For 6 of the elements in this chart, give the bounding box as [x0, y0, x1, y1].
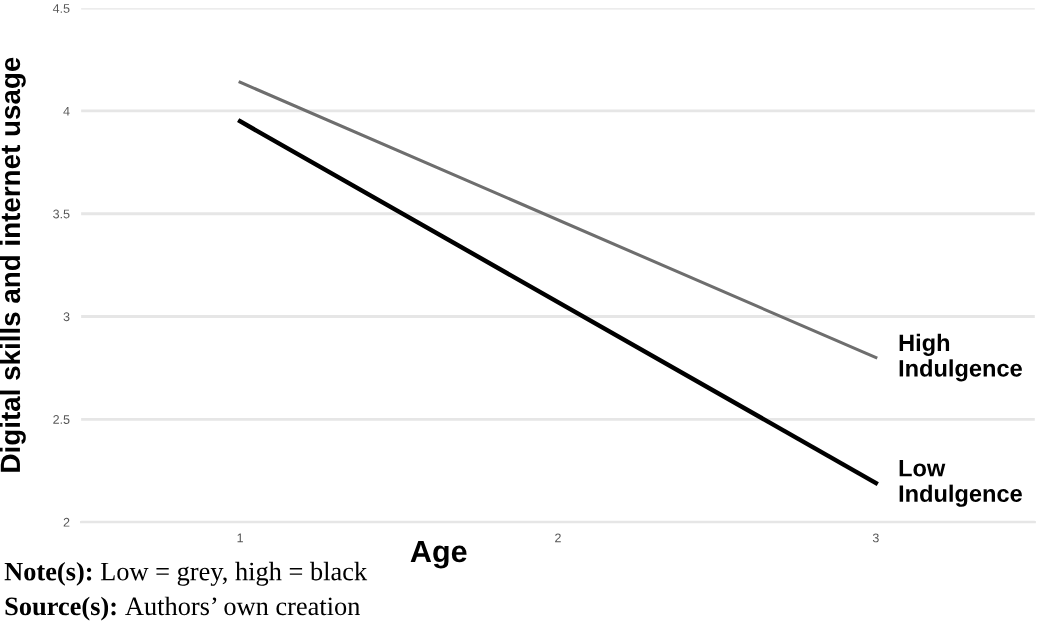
source-note: Source(s): Authors’ own creation	[5, 596, 360, 621]
text: Note(s): Low = grey, high = black	[4, 561, 368, 586]
y-axis-title: Digital skills and internet usage	[0, 57, 26, 472]
series-label: High Indulgence	[899, 333, 1022, 382]
x-axis-title: Age	[410, 541, 467, 569]
series-label: Low Indulgence	[899, 460, 1022, 507]
